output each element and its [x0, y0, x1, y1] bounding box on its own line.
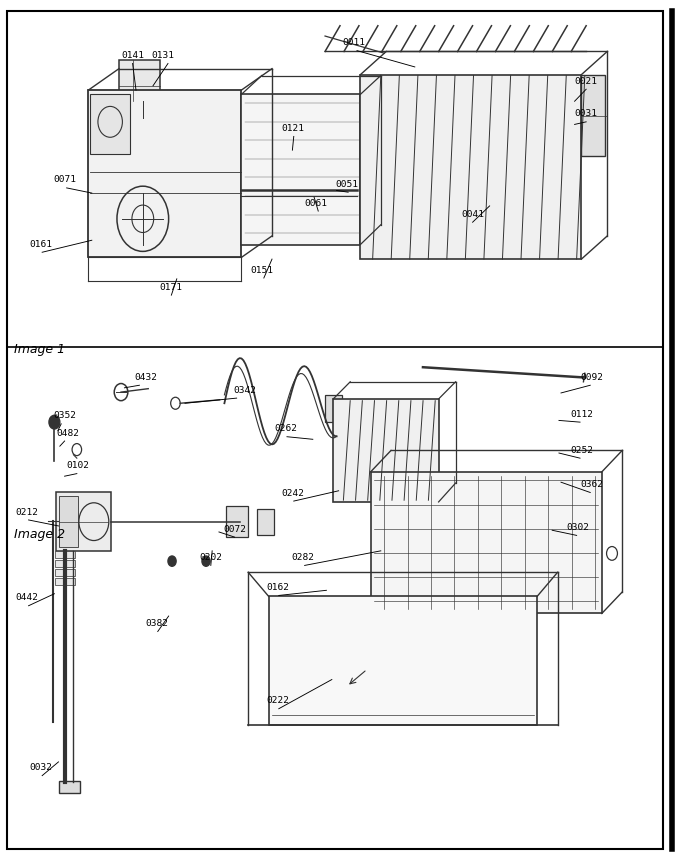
Text: 0072: 0072 — [223, 525, 246, 534]
Text: 0032: 0032 — [29, 764, 52, 772]
Bar — [325, 395, 342, 422]
Bar — [269, 596, 537, 725]
Text: 0382: 0382 — [145, 619, 168, 628]
Text: Image 1: Image 1 — [14, 343, 65, 356]
Text: 0031: 0031 — [575, 110, 598, 118]
Text: 0071: 0071 — [53, 176, 76, 184]
Text: 0161: 0161 — [29, 240, 52, 249]
Text: 0171: 0171 — [160, 283, 183, 292]
Text: 0121: 0121 — [281, 124, 304, 133]
Text: 0222: 0222 — [266, 697, 289, 705]
Bar — [241, 94, 360, 245]
Text: 0041: 0041 — [461, 210, 484, 219]
Bar — [59, 496, 78, 547]
Text: 0011: 0011 — [342, 39, 365, 47]
Circle shape — [202, 556, 210, 566]
Text: 0242: 0242 — [281, 489, 304, 498]
Text: 0151: 0151 — [250, 266, 273, 275]
Text: 0362: 0362 — [580, 480, 603, 489]
Circle shape — [49, 415, 60, 429]
Text: 0102: 0102 — [67, 462, 90, 470]
Text: 0262: 0262 — [274, 425, 297, 433]
Text: 0141: 0141 — [121, 51, 144, 60]
Text: Image 2: Image 2 — [14, 528, 65, 541]
Bar — [55, 560, 75, 567]
Bar — [226, 506, 248, 537]
Text: 0051: 0051 — [335, 180, 358, 189]
Text: 0112: 0112 — [570, 410, 593, 419]
Circle shape — [168, 556, 176, 566]
Bar — [55, 569, 75, 576]
Text: 0212: 0212 — [16, 508, 39, 517]
Bar — [88, 90, 241, 257]
Bar — [257, 509, 274, 535]
Text: 0162: 0162 — [266, 583, 289, 592]
Text: 0352: 0352 — [53, 412, 76, 420]
Bar — [55, 551, 75, 558]
Text: 0061: 0061 — [305, 199, 328, 208]
Text: 0342: 0342 — [233, 386, 256, 395]
Bar — [119, 60, 160, 101]
Text: 0302: 0302 — [566, 523, 590, 532]
Text: 0252: 0252 — [570, 446, 593, 455]
Text: 0282: 0282 — [291, 553, 314, 562]
Bar — [371, 472, 602, 613]
Text: 0092: 0092 — [580, 373, 603, 382]
Bar — [59, 781, 80, 793]
Text: 0202: 0202 — [199, 553, 222, 562]
Bar — [333, 399, 439, 502]
Text: 0482: 0482 — [56, 429, 80, 438]
Text: 0442: 0442 — [16, 594, 39, 602]
Bar — [55, 578, 75, 585]
Bar — [581, 75, 605, 156]
Text: 0131: 0131 — [152, 51, 175, 60]
Text: 0021: 0021 — [575, 77, 598, 86]
Bar — [90, 94, 130, 154]
Text: 0432: 0432 — [135, 373, 158, 382]
Bar — [360, 75, 581, 259]
Bar — [56, 492, 111, 551]
